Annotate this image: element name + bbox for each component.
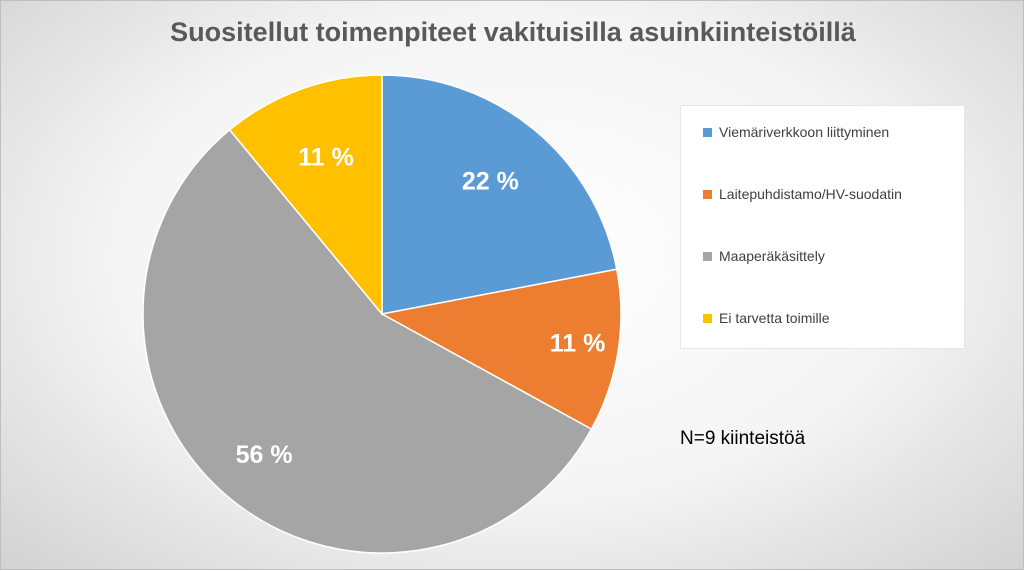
legend-item-ei-tarvetta: Ei tarvetta toimille — [703, 308, 964, 328]
legend-swatch — [703, 189, 712, 199]
data-label-3: 56 % — [236, 441, 293, 469]
legend-item-laitepuhdistamo: Laitepuhdistamo/HV-suodatin — [703, 184, 964, 204]
sample-size-note: N=9 kiinteistöä — [680, 428, 806, 449]
data-label-4: 11 % — [298, 143, 354, 171]
data-label-2: 11 % — [550, 330, 606, 358]
pie-data-labels: 22 % 11 % 56 % 11 % — [236, 143, 606, 469]
legend: Viemäriverkkoon liittyminen Laitepuhdist… — [680, 105, 965, 349]
pie-slice-2 — [379, 268, 622, 431]
pie-slice-3 — [142, 128, 593, 554]
legend-label: Maaperäkäsittely — [719, 248, 825, 264]
legend-item-maaperakasittely: Maaperäkäsittely — [703, 246, 964, 266]
legend-item-viemariverkkoon: Viemäriverkkoon liittyminen — [703, 122, 964, 142]
legend-label: Viemäriverkkoon liittyminen — [719, 124, 890, 140]
legend-label: Ei tarvetta toimille — [719, 310, 830, 326]
legend-swatch — [703, 251, 712, 261]
chart-title: Suositellut toimenpiteet vakituisilla as… — [170, 17, 856, 47]
pie-slice-4 — [228, 74, 383, 317]
legend-label: Laitepuhdistamo/HV-suodatin — [719, 186, 902, 202]
pie-slice-1 — [381, 74, 618, 315]
pie-slices — [142, 74, 622, 554]
legend-swatch — [703, 127, 712, 137]
legend-swatch — [703, 313, 712, 323]
data-label-1: 22 % — [462, 168, 519, 196]
